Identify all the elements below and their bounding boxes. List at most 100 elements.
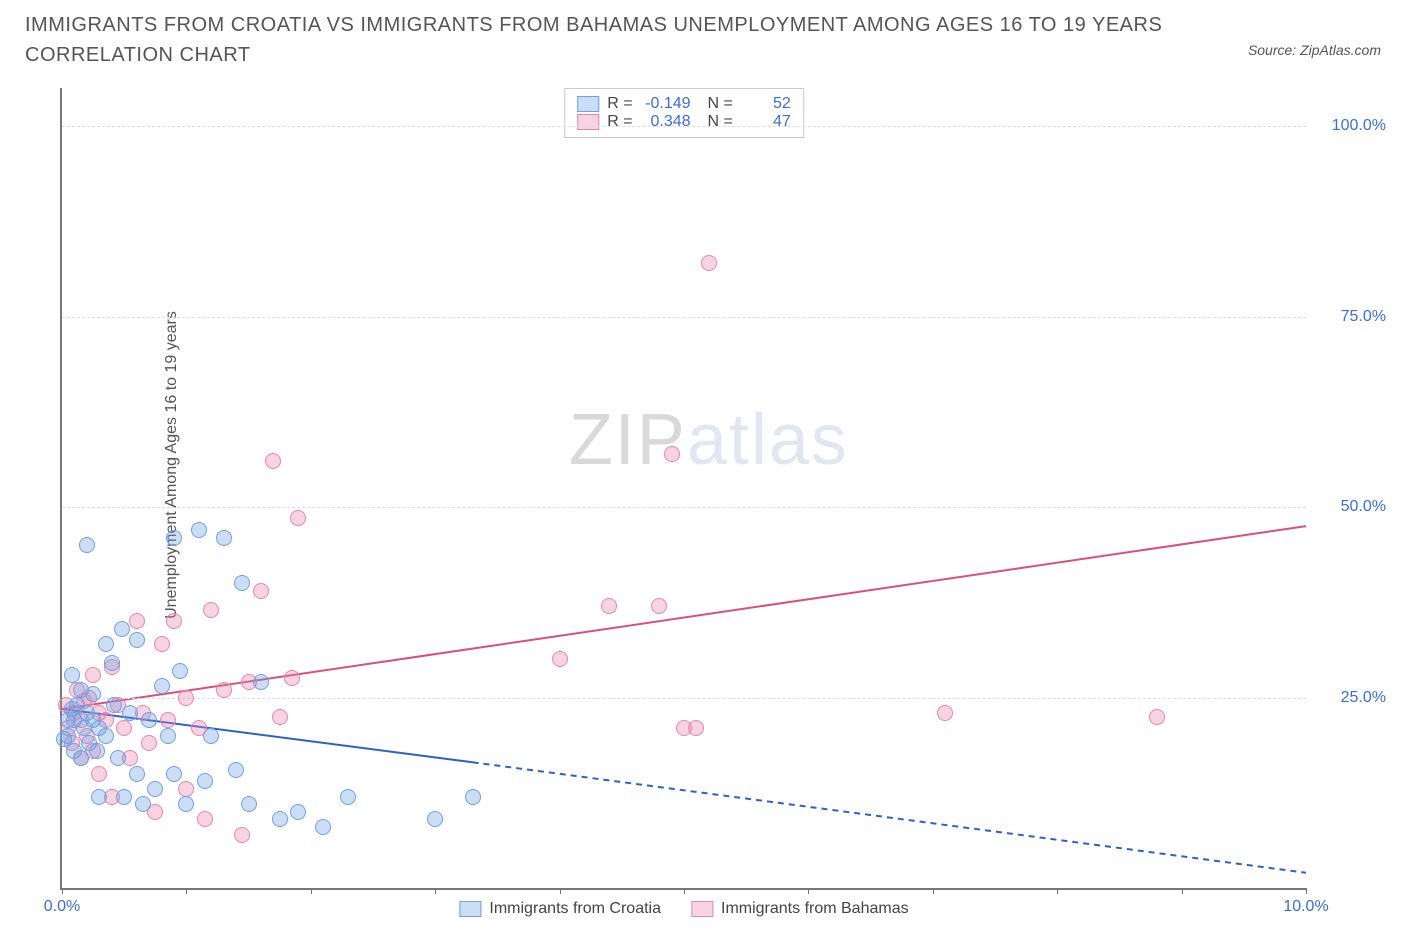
scatter-point-croatia [465,789,481,805]
scatter-point-croatia [197,773,213,789]
scatter-point-bahamas [216,682,232,698]
trend-line [473,762,1306,872]
legend-item-croatia: Immigrants from Croatia [459,900,661,918]
n-value-croatia: 52 [741,95,791,113]
scatter-point-bahamas [1149,709,1165,725]
n-label: N = [699,95,733,113]
x-tick-label: 10.0% [1283,898,1328,916]
x-tick [1057,888,1058,894]
scatter-point-croatia [64,667,80,683]
scatter-point-croatia [178,796,194,812]
trend-lines-layer [62,88,1306,888]
source-attribution: Source: ZipAtlas.com [1248,42,1381,58]
scatter-point-croatia [172,663,188,679]
scatter-point-bahamas [197,811,213,827]
series-label-bahamas: Immigrants from Bahamas [721,900,909,918]
x-tick [1182,888,1183,894]
gridline [62,126,1306,127]
scatter-point-bahamas [688,720,704,736]
scatter-point-bahamas [154,636,170,652]
r-value-croatia: -0.149 [641,95,691,113]
scatter-point-croatia [73,750,89,766]
scatter-point-croatia [315,819,331,835]
scatter-point-bahamas [265,453,281,469]
scatter-point-croatia [85,686,101,702]
scatter-point-bahamas [253,583,269,599]
scatter-point-croatia [427,811,443,827]
correlation-legend: R = -0.149 N = 52 R = 0.348 N = 47 [564,88,804,138]
scatter-point-bahamas [129,613,145,629]
scatter-point-croatia [166,530,182,546]
scatter-plot-area: ZIPatlas R = -0.149 N = 52 R = 0.348 N =… [60,88,1306,890]
swatch-croatia [459,901,481,917]
scatter-point-croatia [116,789,132,805]
r-label: R = [607,113,632,131]
scatter-point-croatia [135,796,151,812]
scatter-point-bahamas [601,598,617,614]
scatter-point-croatia [154,678,170,694]
scatter-point-croatia [98,636,114,652]
x-tick [808,888,809,894]
scatter-point-croatia [89,743,105,759]
x-tick [186,888,187,894]
chart-title: IMMIGRANTS FROM CROATIA VS IMMIGRANTS FR… [25,10,1186,70]
y-tick-label: 50.0% [1316,498,1386,516]
scatter-point-croatia [253,674,269,690]
scatter-point-croatia [141,712,157,728]
scatter-point-bahamas [178,690,194,706]
scatter-point-bahamas [234,827,250,843]
scatter-point-bahamas [166,613,182,629]
x-tick [435,888,436,894]
scatter-point-croatia [60,728,76,744]
scatter-point-bahamas [272,709,288,725]
r-label: R = [607,95,632,113]
scatter-point-croatia [160,728,176,744]
scatter-point-croatia [106,697,122,713]
scatter-point-bahamas [160,712,176,728]
r-value-bahamas: 0.348 [641,113,691,131]
y-tick-label: 100.0% [1316,117,1386,135]
scatter-point-bahamas [141,735,157,751]
x-tick [933,888,934,894]
scatter-point-bahamas [290,510,306,526]
y-tick-label: 25.0% [1316,689,1386,707]
scatter-point-croatia [340,789,356,805]
swatch-bahamas [577,114,599,130]
x-tick [1306,888,1307,894]
x-tick [311,888,312,894]
legend-item-bahamas: Immigrants from Bahamas [691,900,909,918]
scatter-point-croatia [272,811,288,827]
scatter-point-croatia [216,530,232,546]
scatter-point-croatia [191,522,207,538]
scatter-point-croatia [104,655,120,671]
x-tick [560,888,561,894]
legend-row-croatia: R = -0.149 N = 52 [577,95,791,113]
scatter-point-croatia [147,781,163,797]
n-value-bahamas: 47 [741,113,791,131]
n-label: N = [699,113,733,131]
x-tick-label: 0.0% [44,898,80,916]
scatter-point-croatia [203,728,219,744]
series-legend: Immigrants from Croatia Immigrants from … [459,900,908,918]
scatter-point-bahamas [116,720,132,736]
scatter-point-bahamas [937,705,953,721]
scatter-point-bahamas [203,602,219,618]
swatch-bahamas [691,901,713,917]
series-label-croatia: Immigrants from Croatia [489,900,661,918]
scatter-point-bahamas [91,766,107,782]
scatter-point-croatia [228,762,244,778]
scatter-point-croatia [234,575,250,591]
scatter-point-croatia [91,789,107,805]
scatter-point-bahamas [552,651,568,667]
scatter-point-bahamas [284,670,300,686]
scatter-point-croatia [241,796,257,812]
scatter-point-croatia [129,766,145,782]
scatter-point-croatia [79,537,95,553]
scatter-point-croatia [114,621,130,637]
gridline [62,698,1306,699]
source-name: ZipAtlas.com [1300,42,1381,58]
gridline [62,317,1306,318]
scatter-point-bahamas [651,598,667,614]
scatter-point-bahamas [85,667,101,683]
scatter-point-croatia [122,705,138,721]
